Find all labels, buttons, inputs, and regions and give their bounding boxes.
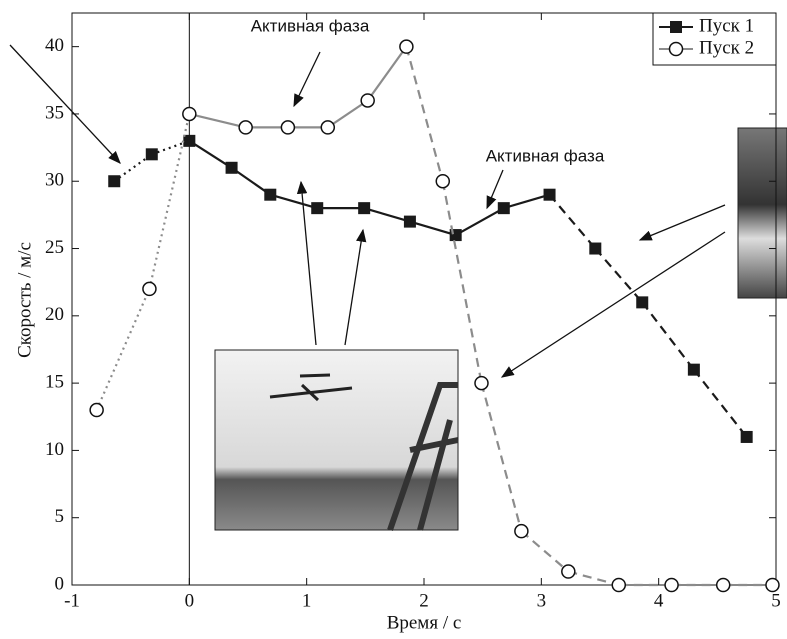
y-axis-label: Скорость / м/с bbox=[14, 242, 35, 358]
photo bbox=[738, 128, 787, 298]
line-segment bbox=[368, 47, 407, 101]
marker bbox=[311, 202, 323, 214]
line-segment bbox=[642, 302, 694, 369]
marker bbox=[612, 579, 625, 592]
line-segment bbox=[694, 370, 747, 437]
marker bbox=[183, 107, 196, 120]
y-tick-label: 0 bbox=[55, 573, 65, 594]
y-tick-label: 25 bbox=[45, 237, 64, 258]
line-segment bbox=[521, 531, 568, 571]
line-segment bbox=[595, 249, 642, 303]
marker bbox=[562, 565, 575, 578]
line-segment bbox=[568, 572, 618, 585]
marker bbox=[475, 377, 488, 390]
annotation: Активная фаза bbox=[486, 146, 605, 165]
x-axis-label: Время / с bbox=[387, 612, 462, 633]
marker bbox=[636, 296, 648, 308]
x-tick-label: 2 bbox=[419, 590, 429, 611]
marker bbox=[361, 94, 374, 107]
chart: Активная фаза Активная фаза Время / с Ск… bbox=[0, 0, 787, 639]
y-tick-label: 20 bbox=[45, 304, 64, 325]
y-tick-label: 10 bbox=[45, 439, 64, 460]
line-segment bbox=[456, 208, 504, 235]
marker bbox=[688, 364, 700, 376]
line-segment bbox=[410, 222, 456, 235]
marker bbox=[436, 175, 449, 188]
arrow bbox=[502, 232, 725, 377]
x-tick-label: -1 bbox=[64, 590, 80, 611]
marker bbox=[146, 148, 158, 160]
arrow bbox=[294, 52, 320, 106]
marker bbox=[239, 121, 252, 134]
marker bbox=[264, 189, 276, 201]
arrow bbox=[640, 205, 725, 240]
y-tick-label: 35 bbox=[45, 102, 64, 123]
line-segment bbox=[406, 47, 442, 182]
line-segment bbox=[504, 195, 550, 208]
x-tick-label: 3 bbox=[537, 590, 547, 611]
marker bbox=[321, 121, 334, 134]
marker bbox=[544, 189, 556, 201]
line-segment bbox=[97, 289, 150, 410]
line-segment bbox=[364, 208, 410, 221]
marker bbox=[226, 162, 238, 174]
arrow bbox=[345, 230, 363, 345]
y-tick-label: 30 bbox=[45, 170, 64, 191]
line-segment bbox=[189, 114, 245, 127]
x-tick-label: 1 bbox=[302, 590, 312, 611]
legend-marker bbox=[670, 43, 683, 56]
marker bbox=[766, 579, 779, 592]
x-tick-label: 4 bbox=[654, 590, 664, 611]
annotation: Активная фаза bbox=[251, 16, 370, 35]
line-segment bbox=[270, 195, 317, 208]
arrow bbox=[10, 45, 120, 163]
marker bbox=[143, 282, 156, 295]
marker bbox=[404, 216, 416, 228]
marker bbox=[665, 579, 678, 592]
marker bbox=[498, 202, 510, 214]
y-tick-label: 5 bbox=[55, 506, 65, 527]
marker bbox=[108, 175, 120, 187]
photos bbox=[215, 128, 787, 530]
x-tick-label: 5 bbox=[771, 590, 781, 611]
marker bbox=[589, 243, 601, 255]
x-tick-label: 0 bbox=[185, 590, 195, 611]
legend-marker bbox=[670, 21, 682, 33]
marker bbox=[281, 121, 294, 134]
line-segment bbox=[550, 195, 596, 249]
legend-label: Пуск 2 bbox=[699, 37, 754, 58]
legend-label: Пуск 1 bbox=[699, 15, 754, 36]
y-tick-label: 40 bbox=[45, 35, 64, 56]
marker bbox=[717, 579, 730, 592]
line-segment bbox=[189, 141, 231, 168]
line-segment bbox=[481, 383, 521, 531]
marker bbox=[90, 404, 103, 417]
marker bbox=[400, 40, 413, 53]
y-tick-label: 15 bbox=[45, 371, 64, 392]
marker bbox=[741, 431, 753, 443]
marker bbox=[358, 202, 370, 214]
marker bbox=[515, 525, 528, 538]
